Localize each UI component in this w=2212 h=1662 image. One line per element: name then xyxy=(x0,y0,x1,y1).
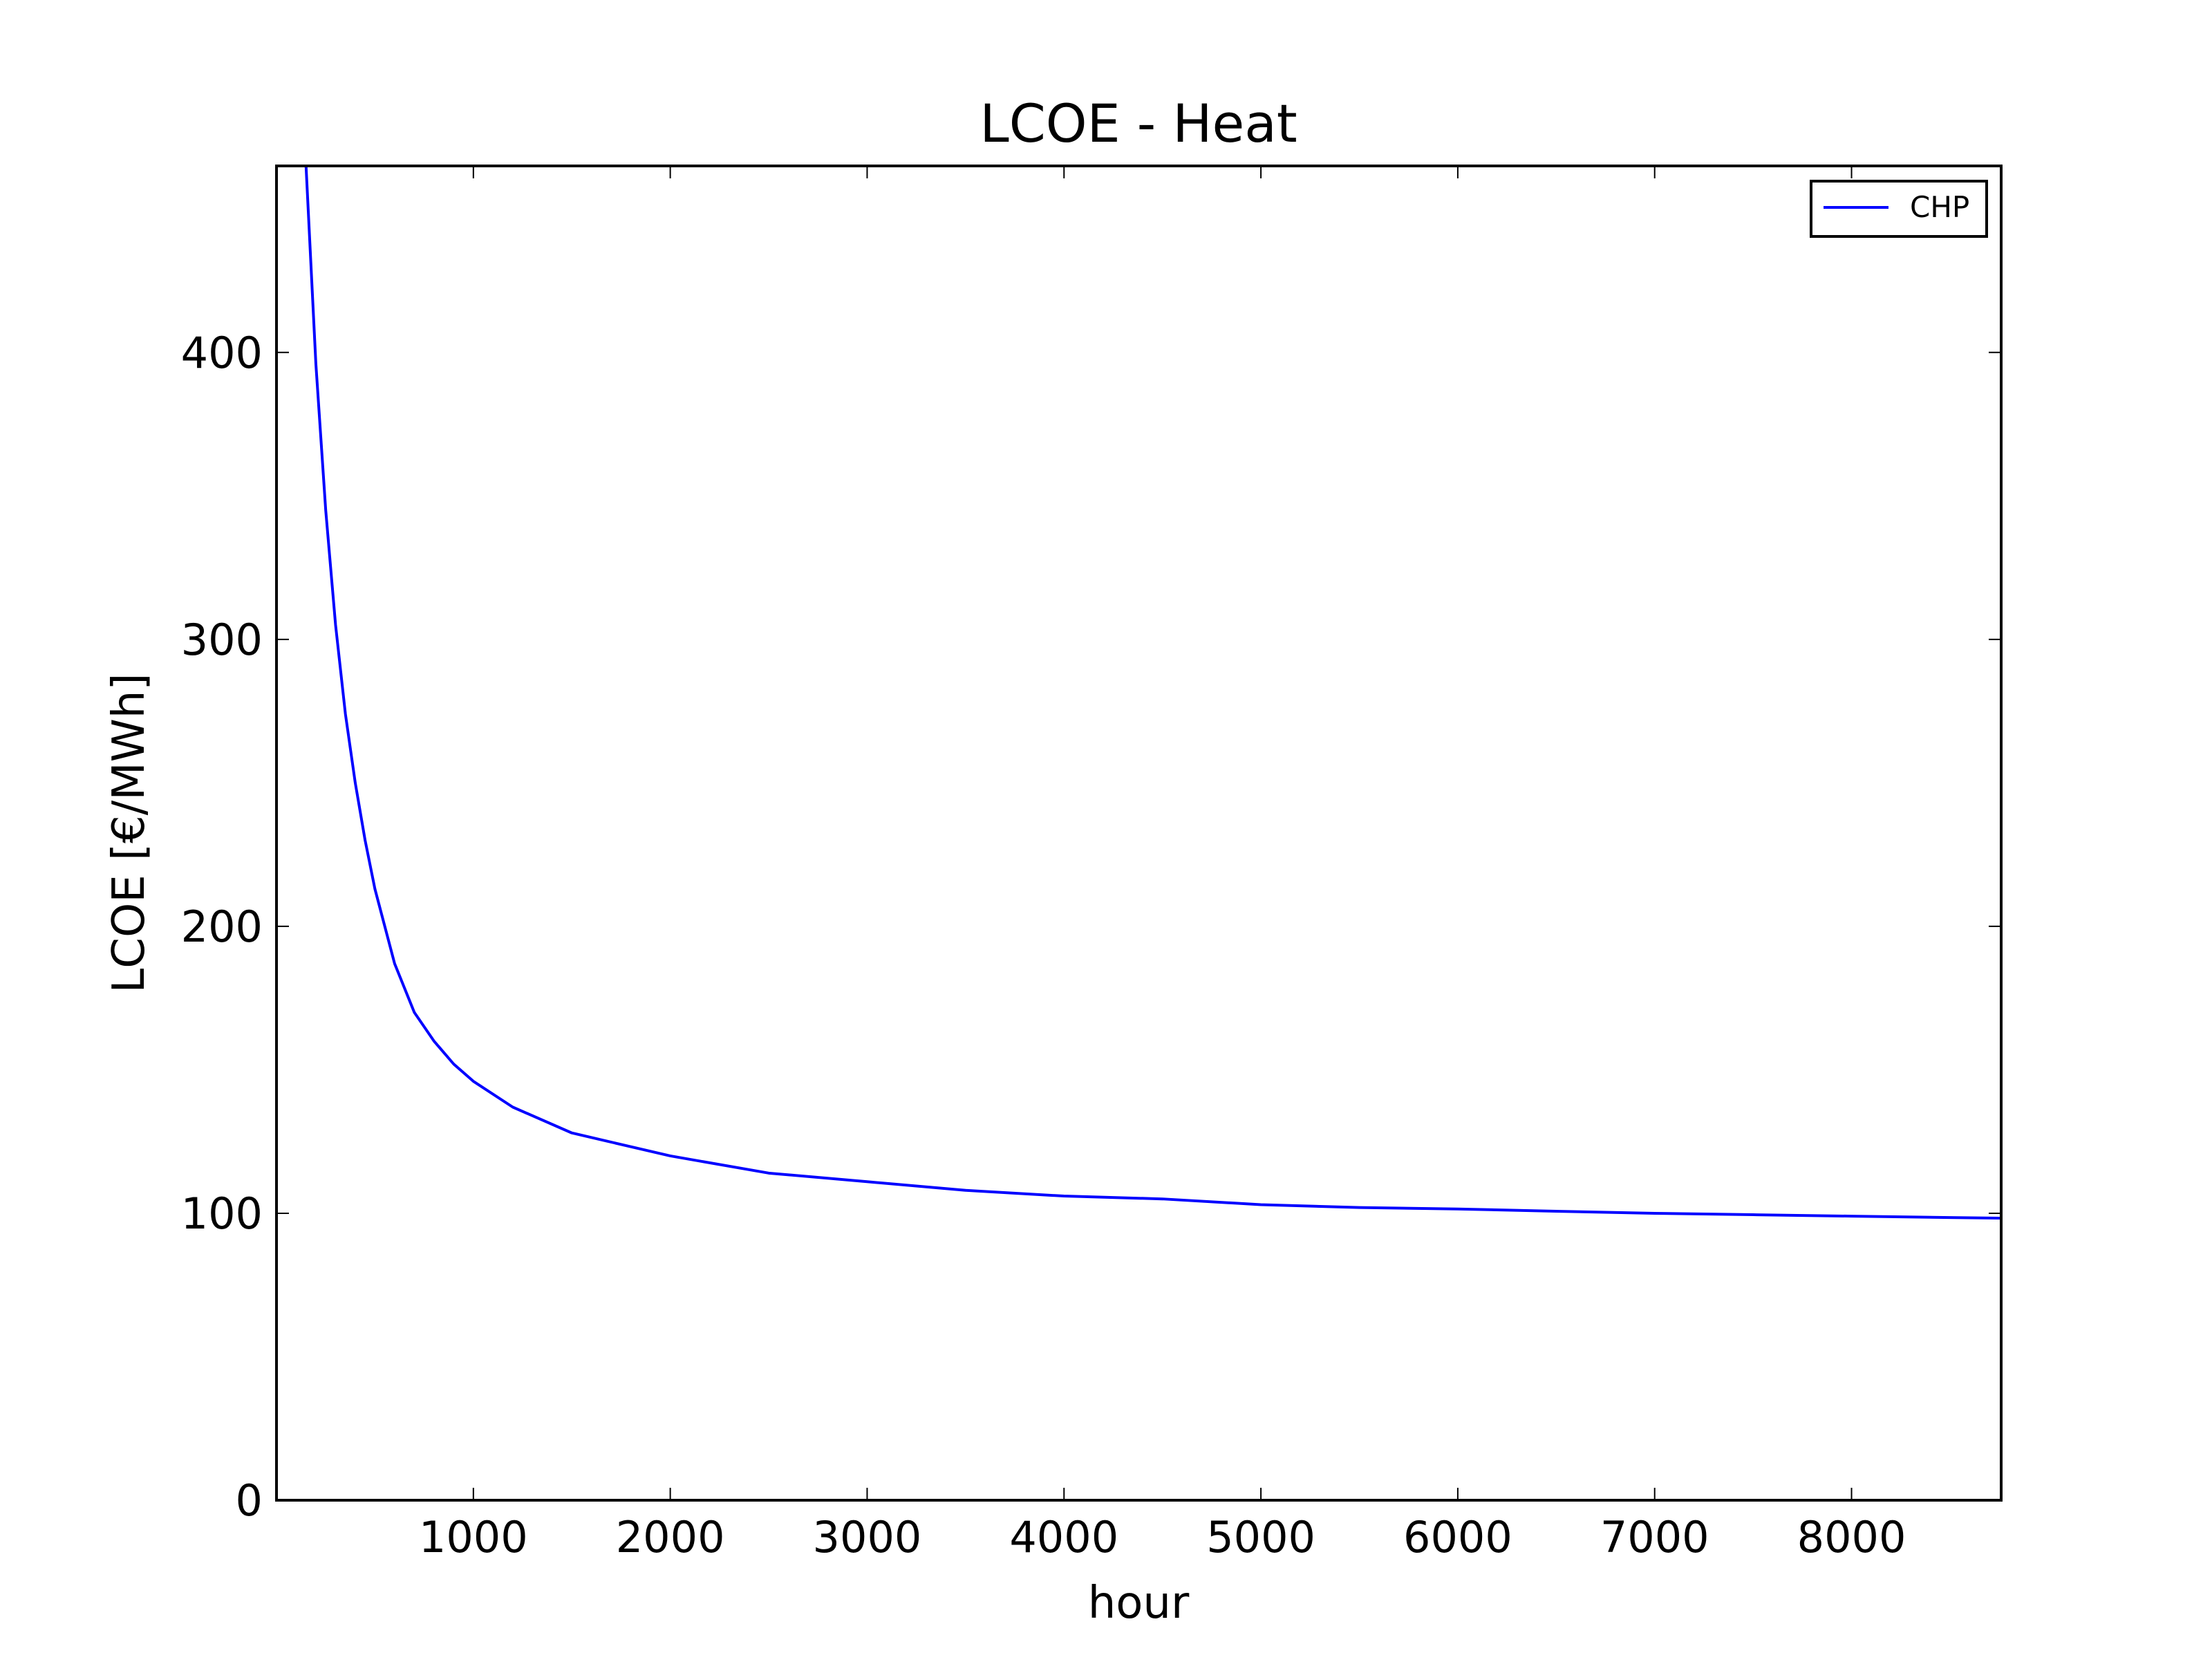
x-tick-label: 4000 xyxy=(1009,1512,1118,1562)
y-tick-label: 200 xyxy=(181,902,263,952)
x-tick-label: 6000 xyxy=(1403,1512,1512,1562)
y-tick-label: 400 xyxy=(181,328,263,378)
x-tick-label: 7000 xyxy=(1600,1512,1709,1562)
x-tick-label: 2000 xyxy=(616,1512,725,1562)
y-tick-label: 300 xyxy=(181,615,263,665)
legend-label-chp: CHP xyxy=(1910,190,1969,224)
x-axis-label: hour xyxy=(1088,1578,1190,1629)
x-tick-label: 1000 xyxy=(419,1512,528,1562)
chart-title: LCOE - Heat xyxy=(980,93,1297,154)
plot-area-frame xyxy=(275,165,2003,1502)
series-line-chp xyxy=(304,166,2001,1220)
x-tick-label: 8000 xyxy=(1797,1512,1906,1562)
y-tick-label: 100 xyxy=(181,1188,263,1239)
y-tick-label: 0 xyxy=(236,1475,263,1526)
x-tick-label: 3000 xyxy=(813,1512,922,1562)
x-tick-label: 5000 xyxy=(1206,1512,1315,1562)
y-axis-label: LCOE [€/MWh] xyxy=(104,673,155,993)
legend: CHP xyxy=(1810,180,1988,238)
